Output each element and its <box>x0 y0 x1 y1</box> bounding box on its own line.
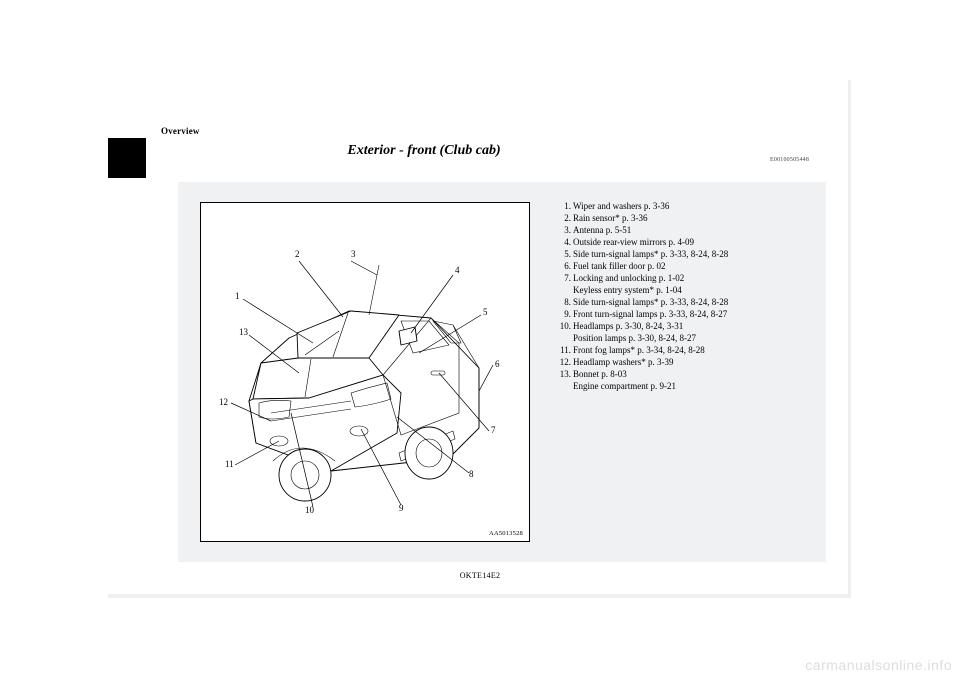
list-item: 7.Locking and unlocking p. 1-02 <box>555 272 815 284</box>
callout-11: 11 <box>225 459 234 469</box>
list-num: 5. <box>555 248 573 260</box>
list-text: Outside rear-view mirrors p. 4-09 <box>573 236 694 248</box>
list-item: 11.Front fog lamps* p. 3-34, 8-24, 8-28 <box>555 344 815 356</box>
list-text: Antenna p. 5-51 <box>573 224 631 236</box>
list-num: 7. <box>555 272 573 284</box>
list-item: 9.Front turn-signal lamps p. 3-33, 8-24,… <box>555 308 815 320</box>
list-item: 5.Side turn-signal lamps* p. 3-33, 8-24,… <box>555 248 815 260</box>
list-text: Locking and unlocking p. 1-02 <box>573 272 684 284</box>
figure-code: AA5013528 <box>489 530 523 537</box>
callout-9: 9 <box>399 503 404 513</box>
callout-12: 12 <box>219 397 228 407</box>
list-item: 3.Antenna p. 5-51 <box>555 224 815 236</box>
callout-5: 5 <box>483 307 488 317</box>
watermark: carmanualsonline.info <box>805 657 952 673</box>
list-num: 13. <box>555 368 573 380</box>
callout-13: 13 <box>239 327 248 337</box>
doc-id: E00100505448 <box>770 157 809 163</box>
callout-8: 8 <box>469 469 474 479</box>
list-num: 8. <box>555 296 573 308</box>
list-num: 4. <box>555 236 573 248</box>
list-item: 13.Bonnet p. 8-03 <box>555 368 815 380</box>
callout-7: 7 <box>491 425 496 435</box>
callout-6: 6 <box>495 359 500 369</box>
list-num: 10. <box>555 320 573 332</box>
callout-10: 10 <box>305 505 314 515</box>
list-text: Bonnet p. 8-03 <box>573 368 627 380</box>
list-item: 4.Outside rear-view mirrors p. 4-09 <box>555 236 815 248</box>
list-item: 8.Side turn-signal lamps* p. 3-33, 8-24,… <box>555 296 815 308</box>
list-text: Side turn-signal lamps* p. 3-33, 8-24, 8… <box>573 296 728 308</box>
list-text: Headlamps p. 3-30, 8-24, 3-31 <box>573 320 683 332</box>
list-subitem: Engine compartment p. 9-21 <box>555 380 815 392</box>
list-item: 12.Headlamp washers* p. 3-39 <box>555 356 815 368</box>
list-num: 12. <box>555 356 573 368</box>
callout-3: 3 <box>351 249 356 259</box>
list-item: 10.Headlamps p. 3-30, 8-24, 3-31 <box>555 320 815 332</box>
list-item: 1.Wiper and washers p. 3-36 <box>555 200 815 212</box>
callout-4: 4 <box>455 265 460 275</box>
list-item: 6.Fuel tank filler door p. 02 <box>555 260 815 272</box>
list-num: 3. <box>555 224 573 236</box>
list-num: 1. <box>555 200 573 212</box>
list-text: Front turn-signal lamps p. 3-33, 8-24, 8… <box>573 308 727 320</box>
list-text: Headlamp washers* p. 3-39 <box>573 356 673 368</box>
list-text: Fuel tank filler door p. 02 <box>573 260 665 272</box>
list-num: 9. <box>555 308 573 320</box>
list-text: Front fog lamps* p. 3-34, 8-24, 8-28 <box>573 344 705 356</box>
list-text: Rain sensor* p. 3-36 <box>573 212 648 224</box>
callout-1: 1 <box>235 291 240 301</box>
list-text: Wiper and washers p. 3-36 <box>573 200 669 212</box>
list-num: 6. <box>555 260 573 272</box>
section-label: Overview <box>161 126 200 136</box>
callout-2: 2 <box>295 249 300 259</box>
footer-code: OKTE14E2 <box>0 571 960 580</box>
list-text: Side turn-signal lamps* p. 3-33, 8-24, 8… <box>573 248 728 260</box>
figure-frame: 1 2 3 4 5 6 7 8 9 10 11 12 13 AA5013528 <box>200 202 530 542</box>
list-num: 2. <box>555 212 573 224</box>
vehicle-diagram <box>201 203 529 541</box>
list-subitem: Position lamps p. 3-30, 8-24, 8-27 <box>555 332 815 344</box>
list-subitem: Keyless entry system* p. 1-04 <box>555 284 815 296</box>
list-item: 2.Rain sensor* p. 3-36 <box>555 212 815 224</box>
parts-list: 1.Wiper and washers p. 3-36 2.Rain senso… <box>555 200 815 392</box>
page-title: Exterior - front (Club cab) <box>0 143 848 159</box>
list-num: 11. <box>555 344 573 356</box>
